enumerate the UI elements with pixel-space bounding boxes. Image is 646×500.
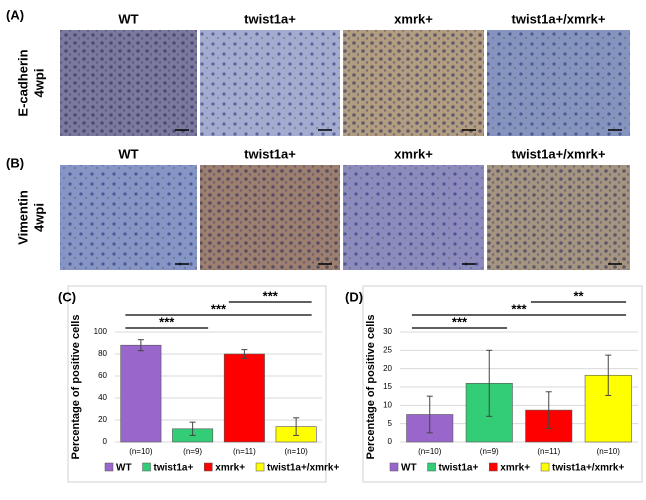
chart-frame	[67, 285, 327, 483]
row-label: Vimentin	[15, 190, 30, 245]
legend-swatch	[489, 462, 498, 472]
significance-label: ***	[211, 301, 227, 316]
column-header: WT	[118, 11, 138, 26]
column-header: twist1a+	[244, 146, 296, 161]
micrograph-texture	[487, 30, 630, 136]
legend-swatch	[540, 462, 550, 472]
x-tick-label: (n=10)	[129, 447, 153, 456]
y-tick-label: 10	[383, 400, 392, 409]
x-tick-label: (n=11)	[537, 447, 560, 456]
micrograph-texture	[343, 30, 484, 136]
column-header: twist1a+	[244, 11, 296, 26]
x-tick-label: (n=11)	[233, 447, 256, 456]
legend-label: xmrk+	[500, 463, 530, 474]
micrograph-texture	[343, 165, 484, 270]
significance-label: ***	[159, 314, 175, 329]
panel-label: (A)	[6, 7, 24, 22]
panel-label: (B)	[6, 155, 24, 170]
legend-label: twist1a+/xmrk+	[552, 463, 624, 474]
legend-label: twist1a+	[439, 463, 479, 474]
column-header: xmrk+	[394, 11, 433, 26]
chart-frame	[362, 285, 643, 483]
legend-label: WT	[116, 463, 132, 474]
y-tick-label: 60	[98, 371, 107, 380]
x-tick-label: (n=9)	[480, 447, 499, 456]
column-header: xmrk+	[394, 146, 433, 161]
column-header: twist1a+/xmrk+	[512, 146, 606, 161]
row-label: 4wpi	[31, 203, 46, 232]
y-tick-label: 20	[98, 415, 107, 424]
legend-swatch	[427, 462, 436, 472]
column-header: WT	[118, 146, 138, 161]
legend-swatch	[389, 462, 399, 472]
legend-label: twist1a+/xmrk+	[267, 463, 339, 474]
y-tick-label: 25	[383, 345, 392, 354]
legend-swatch	[104, 462, 114, 472]
legend-label: WT	[401, 463, 417, 474]
charts: (C) Percentage of positive cells 0 20 40 60 80…	[58, 285, 643, 483]
legend-swatch	[255, 462, 265, 472]
x-tick-label: (n=10)	[597, 447, 621, 456]
panel-label: (C)	[58, 289, 76, 304]
legend-swatch	[142, 462, 151, 472]
x-tick-label: (n=10)	[418, 447, 442, 456]
y-tick-label: 5	[388, 419, 393, 428]
legend-label: twist1a+	[154, 463, 194, 474]
y-tick-label: 40	[98, 393, 107, 402]
legend-swatch	[204, 462, 213, 472]
significance-label: ***	[263, 288, 279, 303]
micrograph-texture	[487, 165, 630, 270]
bar	[223, 353, 265, 443]
y-tick-label: 30	[383, 327, 392, 336]
bar	[120, 344, 162, 443]
y-tick-label: 0	[103, 437, 108, 446]
micrograph-texture	[60, 165, 197, 270]
y-axis-label: Percentage of positive cells	[365, 315, 377, 460]
row-label: 4wpi	[31, 69, 46, 98]
micrograph-texture	[200, 30, 340, 136]
significance-label: **	[573, 288, 584, 303]
y-tick-label: 0	[388, 437, 393, 446]
panel-label: (D)	[345, 289, 363, 304]
x-tick-label: (n=9)	[183, 447, 202, 456]
x-tick-label: (n=10)	[284, 447, 308, 456]
legend-label: xmrk+	[215, 463, 245, 474]
significance-label: ***	[511, 301, 527, 316]
column-header: twist1a+/xmrk+	[512, 11, 606, 26]
y-tick-label: 15	[383, 382, 392, 391]
y-axis-label: Percentage of positive cells	[70, 315, 82, 460]
y-tick-label: 100	[94, 327, 108, 336]
row-label: E-cadherin	[15, 49, 30, 116]
y-tick-label: 20	[383, 364, 392, 373]
significance-label: ***	[452, 314, 468, 329]
micrograph-texture	[60, 30, 197, 136]
micrograph-texture	[200, 165, 340, 270]
y-tick-label: 80	[98, 349, 107, 358]
